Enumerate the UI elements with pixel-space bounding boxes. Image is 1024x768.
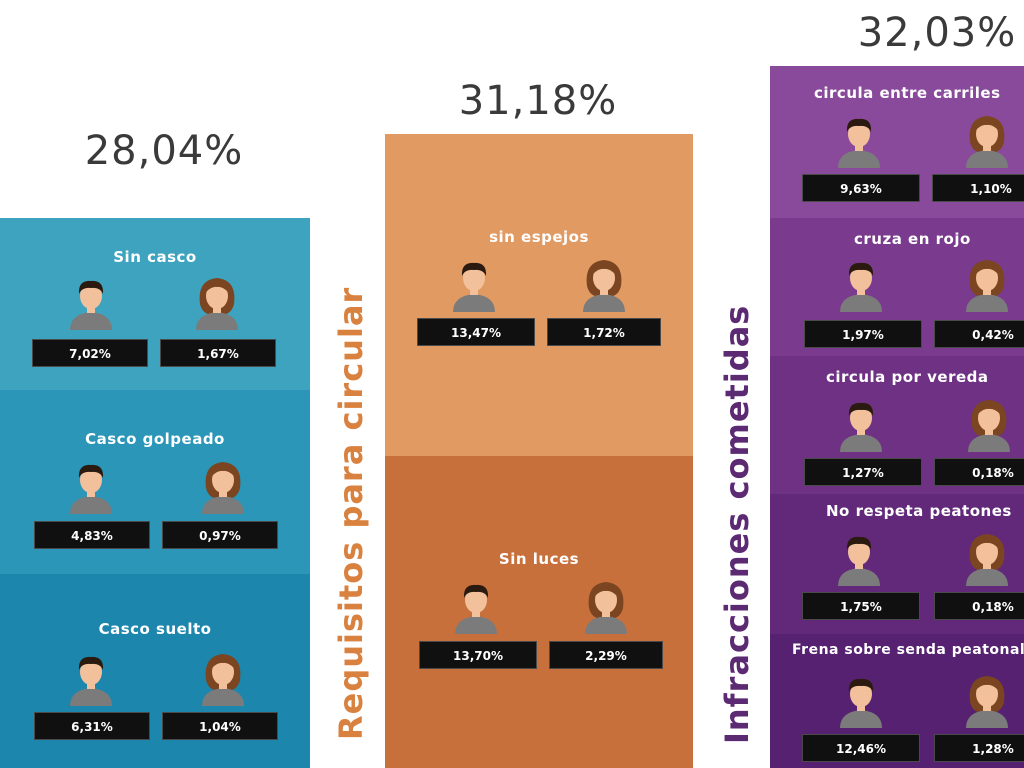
male-person-icon — [834, 112, 884, 172]
male-avatar-icon — [70, 280, 112, 330]
male-avatar-icon — [840, 402, 882, 452]
block-sin-casco: Sin casco 7,02% 1,67% — [0, 218, 310, 390]
block-title: Casco suelto — [98, 620, 212, 638]
male-percent-badge: 7,02% — [32, 339, 148, 367]
female-percent-badge: 0,97% — [162, 521, 278, 549]
female-percent-badge: 1,04% — [162, 712, 278, 740]
female-avatar-icon — [202, 654, 244, 706]
block-no-respeta-peatones: No respeta peatones 1,75% 0,18% — [770, 494, 1024, 634]
female-person-icon — [962, 112, 1012, 172]
block-title: circula entre carriles — [814, 84, 1001, 102]
female-percent-badge: 1,28% — [934, 734, 1024, 762]
block-title: sin espejos — [489, 228, 589, 246]
block-title: Sin luces — [498, 550, 580, 568]
male-avatar-icon — [70, 464, 112, 514]
male-percent-badge: 1,75% — [802, 592, 920, 620]
male-percent-badge: 4,83% — [34, 521, 150, 549]
block-frena-sobre-senda-peatonal: Frena sobre senda peatonal 12,46% 1,28% — [770, 634, 1024, 768]
male-person-icon — [66, 274, 116, 334]
block-sin-espejos: sin espejos 13,47% 1,72% — [385, 134, 693, 456]
group-percent-requisitos: 31,18% — [458, 78, 618, 124]
block-cruza-en-rojo: cruza en rojo 1,97% 0,42% — [770, 218, 1024, 356]
male-person-icon — [836, 396, 886, 456]
female-percent-badge: 1,10% — [932, 174, 1024, 202]
female-person-icon — [198, 458, 248, 518]
block-circula-entre-carriles: circula entre carriles 9,63% 1,10% — [770, 66, 1024, 218]
male-person-icon — [66, 458, 116, 518]
male-person-icon — [836, 256, 886, 316]
block-circula-por-vereda: circula por vereda 1,27% 0,18% — [770, 356, 1024, 494]
female-percent-badge: 1,67% — [160, 339, 276, 367]
group-percent-equipo: 28,04% — [84, 128, 244, 174]
female-person-icon — [198, 650, 248, 710]
male-percent-badge: 13,47% — [417, 318, 535, 346]
group-percent-infracciones: 32,03% — [857, 10, 1017, 56]
male-avatar-icon — [840, 262, 882, 312]
female-percent-badge: 0,18% — [934, 458, 1024, 486]
vertical-label-infracciones-wrap: Infracciones cometidas — [718, 260, 758, 750]
male-person-icon — [836, 672, 886, 732]
female-person-icon — [581, 578, 631, 638]
male-avatar-icon — [838, 118, 880, 168]
female-avatar-icon — [968, 400, 1010, 452]
male-avatar-icon — [70, 656, 112, 706]
female-person-icon — [962, 672, 1012, 732]
male-avatar-icon — [453, 262, 495, 312]
female-person-icon — [962, 256, 1012, 316]
male-person-icon — [834, 530, 884, 590]
male-percent-badge: 1,27% — [804, 458, 922, 486]
female-person-icon — [962, 530, 1012, 590]
column-equipo: Sin casco 7,02% 1,67% Casco golpeado 4,8… — [0, 218, 310, 768]
male-percent-badge: 13,70% — [419, 641, 537, 669]
male-percent-badge: 6,31% — [34, 712, 150, 740]
male-percent-badge: 9,63% — [802, 174, 920, 202]
block-casco-golpeado: Casco golpeado 4,83% 0,97% — [0, 390, 310, 574]
block-title: No respeta peatones — [826, 502, 1012, 520]
female-percent-badge: 1,72% — [547, 318, 661, 346]
female-avatar-icon — [966, 676, 1008, 728]
female-avatar-icon — [196, 278, 238, 330]
vertical-label-requisitos-wrap: Requisitos para circular — [332, 250, 372, 750]
male-percent-badge: 12,46% — [802, 734, 920, 762]
female-person-icon — [964, 396, 1014, 456]
block-title: Casco golpeado — [85, 430, 225, 448]
female-avatar-icon — [966, 260, 1008, 312]
female-avatar-icon — [202, 462, 244, 514]
female-percent-badge: 0,18% — [934, 592, 1024, 620]
male-avatar-icon — [455, 584, 497, 634]
block-title: cruza en rojo — [854, 230, 971, 248]
female-percent-badge: 0,42% — [934, 320, 1024, 348]
vertical-label-infracciones: Infracciones cometidas — [718, 304, 756, 744]
female-percent-badge: 2,29% — [549, 641, 663, 669]
female-person-icon — [192, 274, 242, 334]
female-person-icon — [579, 256, 629, 316]
column-requisitos: sin espejos 13,47% 1,72% Sin luces 13,70… — [385, 134, 693, 768]
male-person-icon — [66, 650, 116, 710]
female-avatar-icon — [966, 116, 1008, 168]
block-title: Sin casco — [113, 248, 197, 266]
block-title: Frena sobre senda peatonal — [792, 642, 1024, 658]
column-infracciones: circula entre carriles 9,63% 1,10% cruza… — [770, 66, 1024, 768]
male-percent-badge: 1,97% — [804, 320, 922, 348]
male-avatar-icon — [838, 536, 880, 586]
male-person-icon — [451, 578, 501, 638]
female-avatar-icon — [966, 534, 1008, 586]
vertical-label-requisitos: Requisitos para circular — [332, 286, 370, 740]
block-title: circula por vereda — [826, 368, 989, 386]
male-person-icon — [449, 256, 499, 316]
male-avatar-icon — [840, 678, 882, 728]
block-sin-luces: Sin luces 13,70% 2,29% — [385, 456, 693, 768]
female-avatar-icon — [585, 582, 627, 634]
female-avatar-icon — [583, 260, 625, 312]
block-casco-suelto: Casco suelto 6,31% 1,04% — [0, 574, 310, 768]
